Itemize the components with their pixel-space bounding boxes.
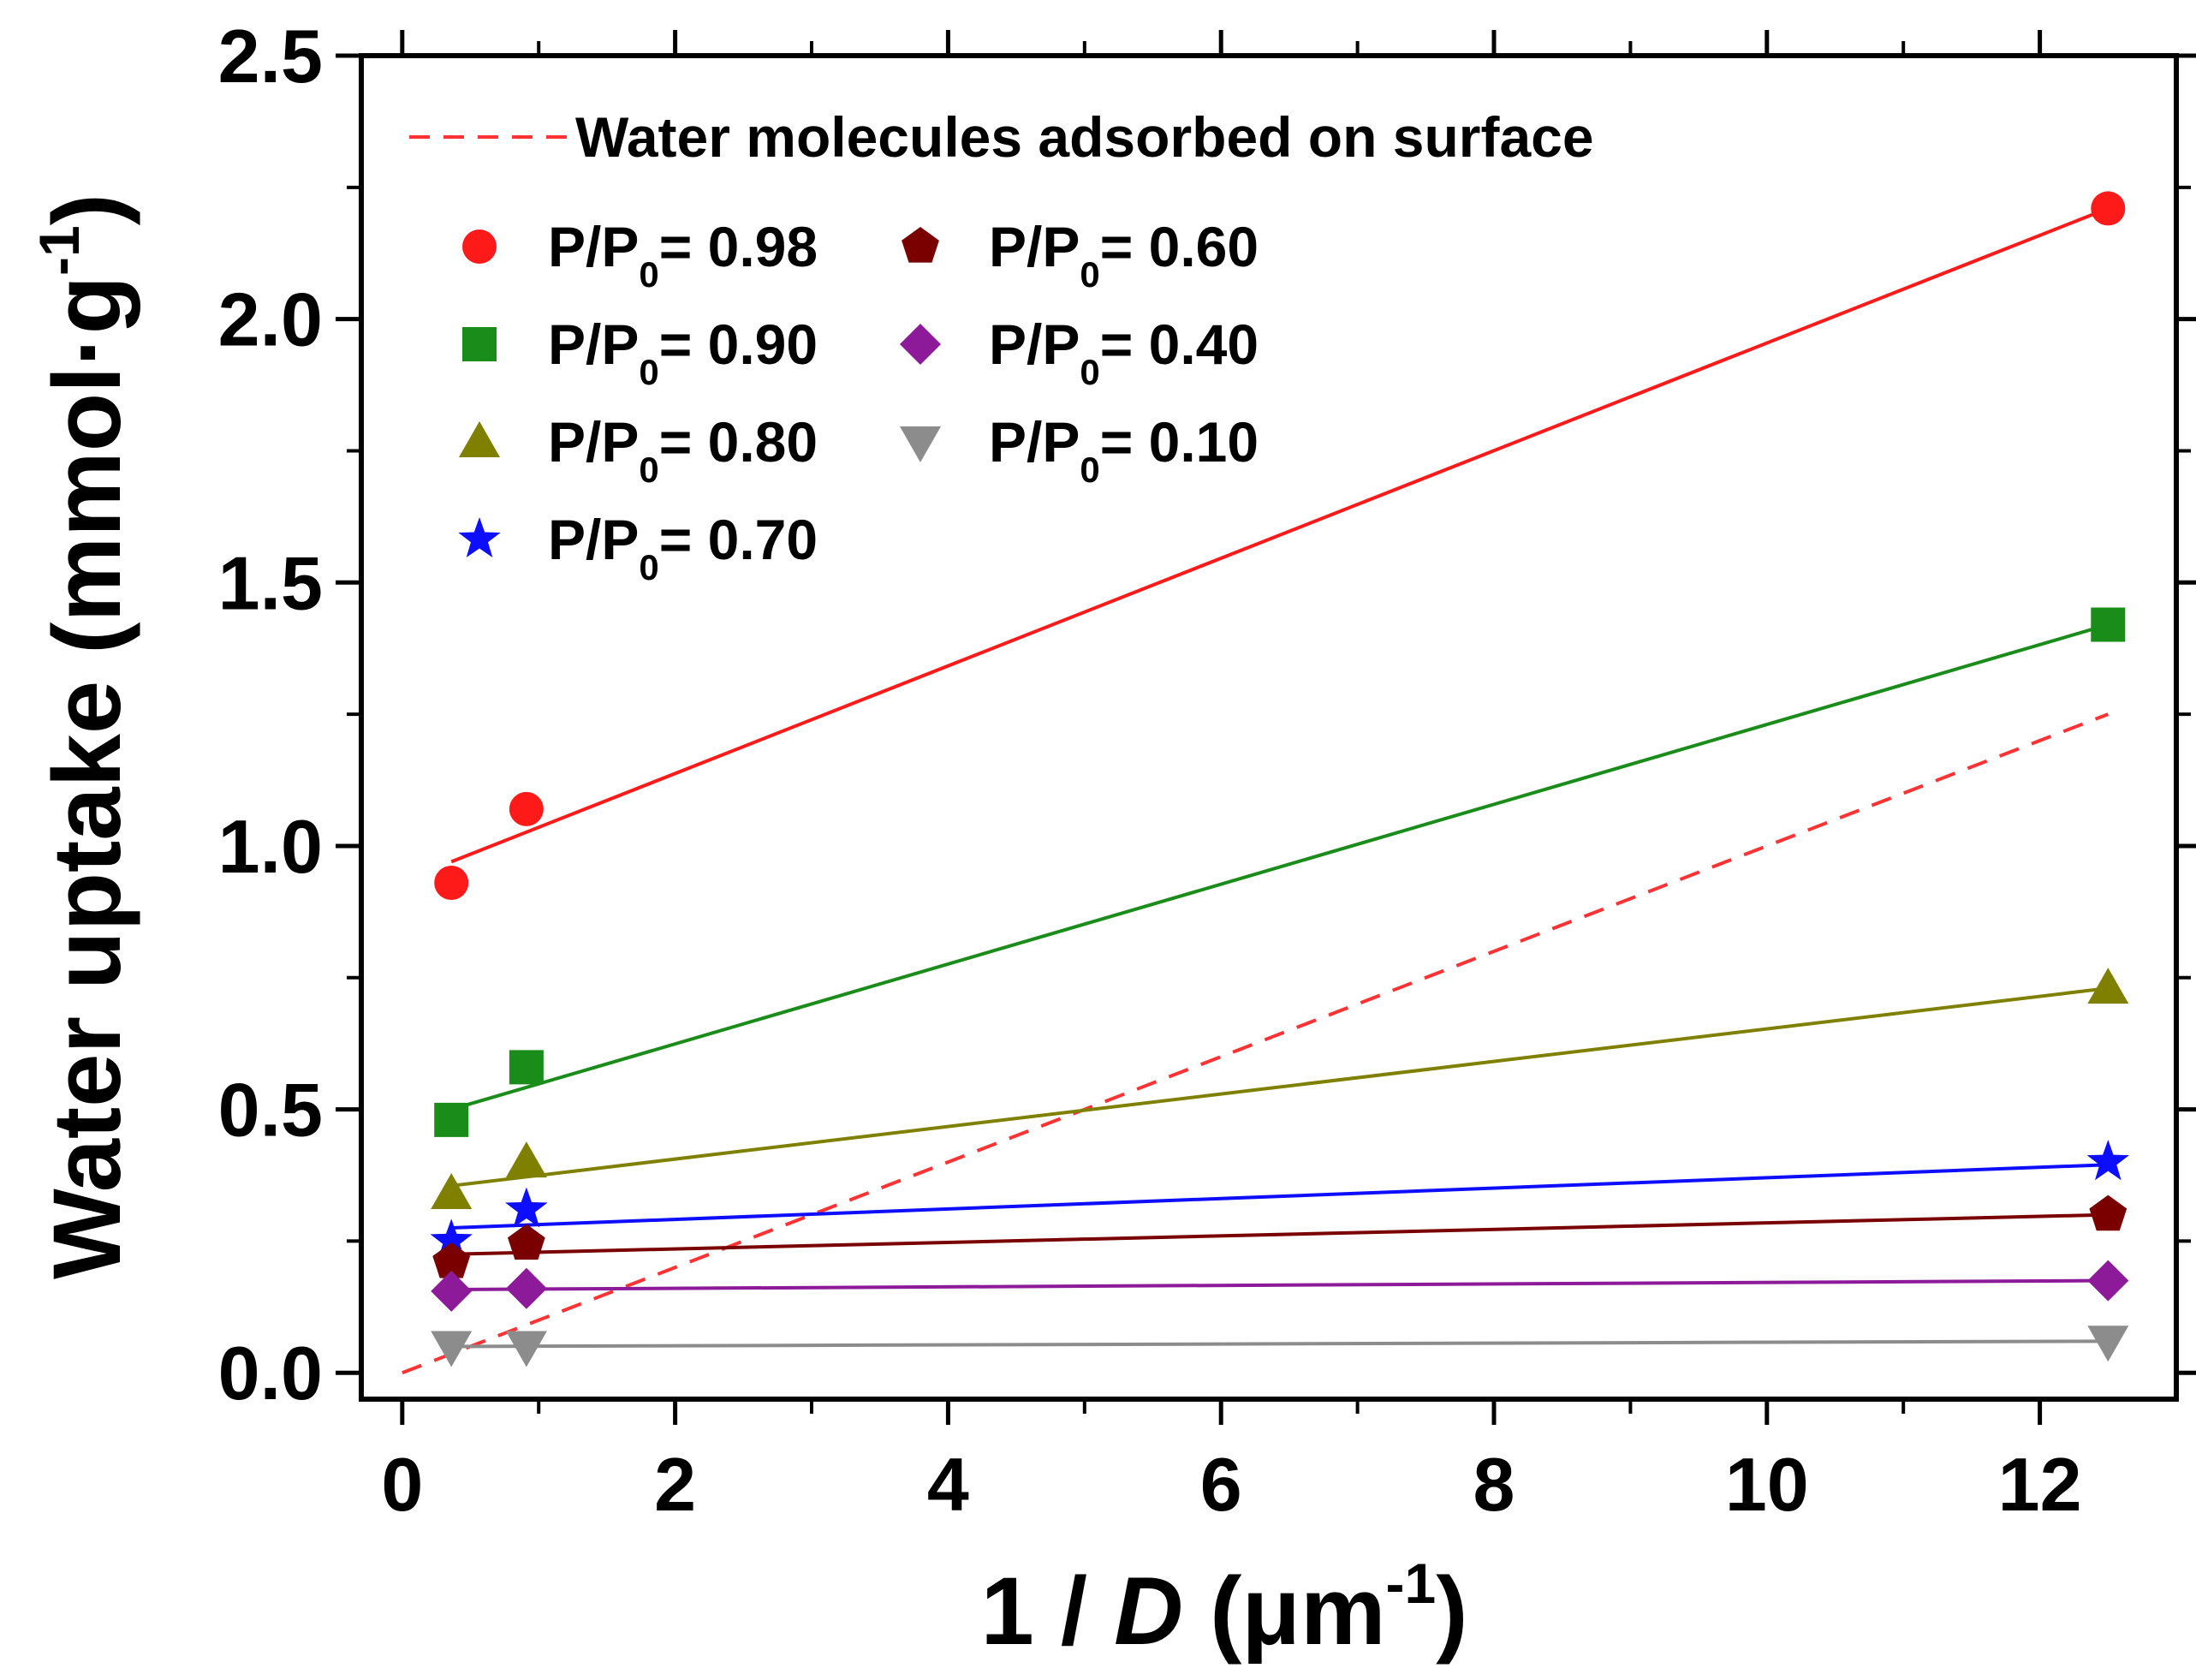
data-point [430,1218,473,1260]
data-point [2086,1140,2129,1181]
legend-marker [459,421,500,457]
data-point [431,1331,473,1367]
data-point [2091,191,2126,226]
legend-marker [902,227,939,263]
y-tick-label: 1.0 [218,804,323,889]
axis-ticks [336,30,2196,1425]
y-tick-label: 0.0 [218,1331,323,1415]
y-axis-title: Water uptake (mmol·g-1) [27,194,140,1279]
legend-label: P/P0= 0.70 [548,508,818,587]
x-tick-label: 2 [654,1442,696,1527]
data-point [2089,1194,2128,1231]
y-tick-label: 0.5 [218,1068,323,1153]
data-point [432,1242,471,1278]
data-point [434,1102,469,1137]
x-tick-label: 8 [1473,1442,1515,1527]
fit-line [450,986,2109,1188]
data-point [505,1187,548,1228]
legend-label: P/P0= 0.90 [548,313,818,392]
legend: Water molecules adsorbed on surface P/P0=… [409,105,1594,587]
data-point [434,866,469,901]
legend-marker [462,327,497,361]
legend-label: P/P0= 0.80 [548,410,818,490]
fit-line [450,623,2109,1111]
data-point [2087,968,2129,1004]
x-tick-label: 10 [1725,1442,1809,1527]
legend-label: P/P0= 0.60 [989,215,1259,295]
data-point [2091,607,2126,642]
fit-line [451,1212,2109,1256]
data-point [431,1270,473,1312]
legend-marker [458,517,501,557]
x-tick-label: 12 [1998,1442,2082,1527]
fit-line [451,1339,2109,1349]
x-axis-title: 1 / D (μm-1) [980,1552,1467,1665]
reference-line-surface [402,712,2110,1375]
tick-labels: 0 2 4 6 8 10 12 0.0 0.5 1.0 1.5 2.0 2.5 [218,14,2082,1527]
data-point [505,1141,547,1178]
fit-line [450,206,2110,864]
x-tick-label: 4 [927,1442,969,1527]
data-point [2087,1326,2129,1362]
fit-line [451,1278,2109,1292]
data-point [505,1331,547,1367]
data-point [509,791,544,826]
plot-frame [359,53,2179,1402]
y-tick-label: 2.0 [218,277,323,362]
data-point [431,1173,473,1209]
data-markers [430,191,2129,1367]
data-point [509,1050,544,1085]
y-tick-label: 2.5 [218,14,323,98]
legend-marker [900,324,941,365]
data-point [505,1267,547,1309]
y-tick-label: 1.5 [218,540,323,625]
legend-marker [462,229,497,264]
legend-label: P/P0= 0.10 [989,410,1259,490]
x-tick-label: 0 [381,1442,423,1527]
fit-line [451,1163,2109,1230]
data-point [2087,1260,2129,1302]
legend-label: P/P0= 0.98 [548,215,818,295]
legend-reference-label: Water molecules adsorbed on surface [575,105,1594,169]
fit-lines [402,206,2110,1375]
legend-label: P/P0= 0.40 [989,313,1259,392]
x-tick-label: 6 [1200,1442,1242,1527]
data-point [508,1224,545,1260]
legend-marker [900,426,941,462]
